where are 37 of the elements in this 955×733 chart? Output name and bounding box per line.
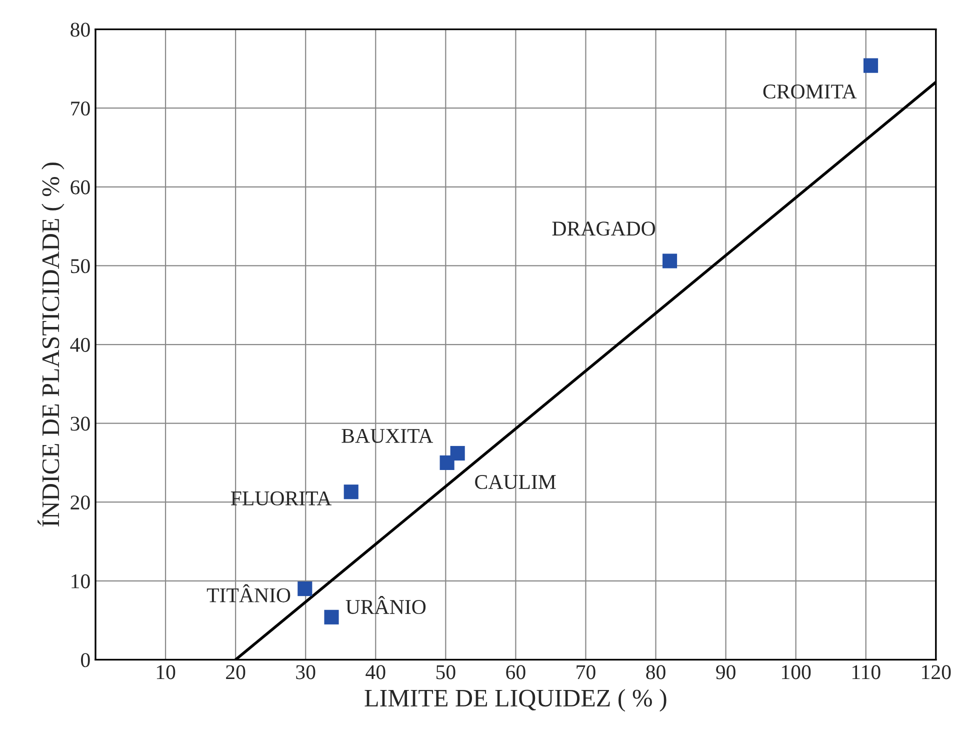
annotation: TITÂNIO <box>206 584 290 602</box>
x-tick-label: 40 <box>366 665 386 680</box>
y-tick-label: 80 <box>70 22 90 37</box>
point <box>662 254 678 268</box>
point <box>450 446 465 461</box>
point <box>324 610 339 624</box>
annotation: DRAGADO <box>552 222 656 236</box>
y-tick-label: 60 <box>70 180 90 194</box>
x-tick-label: 80 <box>646 665 666 680</box>
y-axis-title: ÍNDICE DE PLASTICIDADE ( % ) <box>38 162 64 527</box>
x-tick-label: 50 <box>436 665 456 680</box>
y-tick-label: 30 <box>70 416 90 431</box>
x-tick-label: 70 <box>576 665 596 680</box>
y-tick-label: 50 <box>71 259 90 274</box>
point <box>863 58 878 73</box>
annotation: BAUXITA <box>342 428 434 443</box>
annotation: CAULIM <box>475 475 556 490</box>
x-tick-label: 120 <box>922 665 951 680</box>
annotation: CROMITA <box>763 84 857 99</box>
x-tick-label: 100 <box>782 665 811 680</box>
point <box>344 484 358 500</box>
x-tick-label: 60 <box>506 665 526 680</box>
y-tick-label: 40 <box>70 338 90 352</box>
annotation: FLUORITA <box>230 491 332 506</box>
annotation: URÂNIO <box>346 596 426 614</box>
x-tick-label: 110 <box>852 665 880 680</box>
x-tick-label: 20 <box>226 665 246 680</box>
point <box>298 582 312 596</box>
y-tick-label: 20 <box>70 495 90 510</box>
point <box>440 455 454 470</box>
x-tick-label: 30 <box>296 665 316 680</box>
x-tick-label: 10 <box>156 665 176 680</box>
y-tick-label: 70 <box>71 101 90 116</box>
y-tick-label: 0 <box>81 653 90 668</box>
y-tick-label: 10 <box>72 574 90 588</box>
x-axis-title: LIMITE DE LIQUIDEZ ( % ) <box>364 689 666 712</box>
x-tick-label: 90 <box>716 665 736 680</box>
